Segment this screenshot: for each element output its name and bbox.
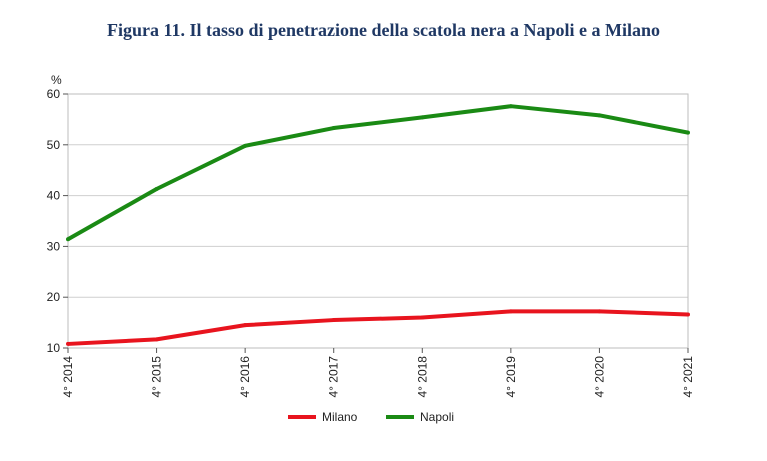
x-tick-label: 4° 2021 [681, 356, 695, 398]
series-line-milano [67, 309, 689, 346]
data-point-milano [243, 323, 248, 328]
x-tick-label: 4° 2016 [238, 356, 252, 398]
y-axis: 10 20 30 40 50 60 [47, 87, 68, 355]
data-point-napoli [597, 113, 602, 118]
data-point-napoli [420, 115, 425, 120]
y-tick-label: 50 [47, 138, 61, 152]
y-axis-unit-label: % [51, 73, 62, 87]
data-point-napoli [243, 143, 248, 148]
y-tick-label: 60 [47, 87, 61, 101]
x-tick-label: 4° 2020 [592, 356, 606, 398]
plot-frame [67, 93, 689, 349]
legend-label-napoli: Napoli [420, 410, 454, 424]
data-point-milano [331, 318, 336, 323]
data-point-milano [508, 309, 513, 314]
x-tick-label: 4° 2018 [415, 356, 429, 398]
series-lines [66, 104, 690, 346]
legend-label-milano: Milano [322, 410, 358, 424]
data-point-milano [420, 315, 425, 320]
y-tick-label: 30 [47, 239, 61, 253]
data-point-napoli [154, 186, 159, 191]
data-point-napoli [686, 130, 690, 135]
data-point-napoli [66, 237, 70, 242]
x-tick-label: 4° 2014 [61, 356, 75, 398]
x-tick-label: 4° 2017 [327, 356, 341, 398]
legend: Milano Napoli [288, 410, 454, 424]
data-point-napoli [508, 104, 513, 109]
x-tick-label: 4° 2015 [150, 356, 164, 398]
data-point-milano [686, 312, 690, 317]
y-tick-label: 10 [47, 341, 61, 355]
data-point-milano [154, 337, 159, 342]
x-axis: 4° 2014 4° 2015 4° 2016 4° 2017 4° 2018 4° 20… [61, 348, 695, 398]
chart-title: Figura 11. Il tasso di penetrazione dell… [107, 20, 660, 40]
data-point-napoli [331, 126, 336, 131]
y-tick-label: 20 [47, 290, 61, 304]
y-tick-label: 40 [47, 189, 61, 203]
gridlines [68, 144, 688, 298]
series-line-napoli [67, 104, 689, 242]
data-point-milano [66, 341, 70, 346]
x-tick-label: 4° 2019 [504, 356, 518, 398]
data-point-milano [597, 309, 602, 314]
